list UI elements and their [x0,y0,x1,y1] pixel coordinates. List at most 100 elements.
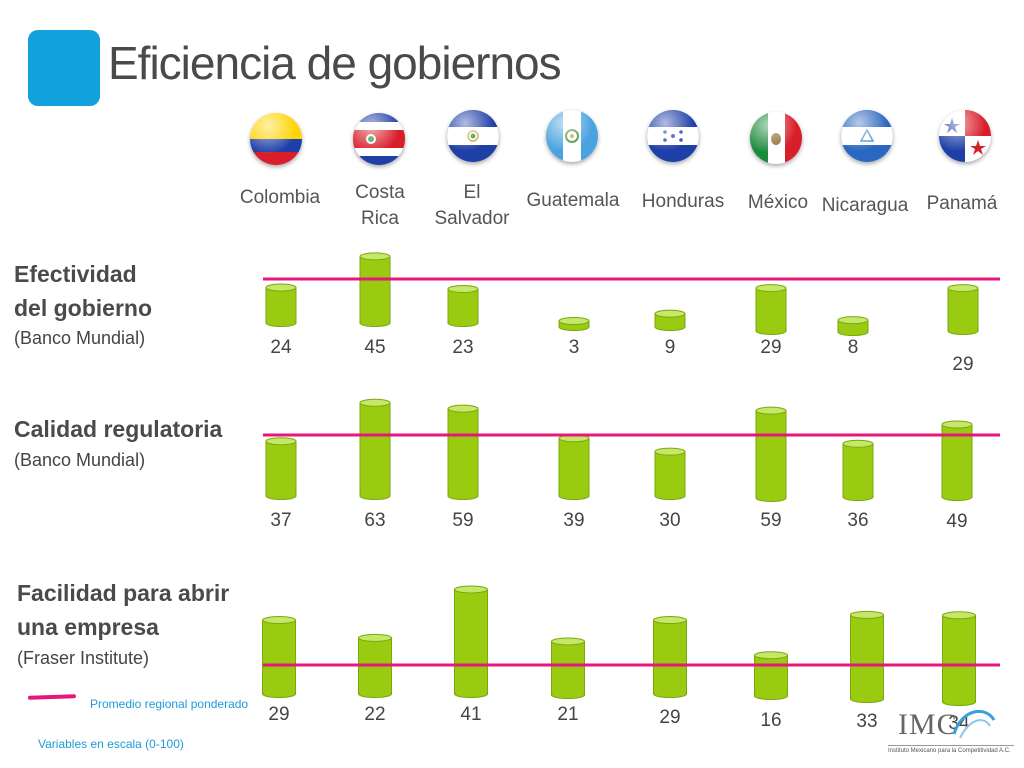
data-label-calidad-panama: 49 [946,511,967,532]
bar-top [842,439,874,448]
section-source-calidad: (Banco Mundial) [14,450,146,470]
bar-fill [757,410,785,498]
costa-rica-flag-icon [353,113,405,165]
bar-fill [949,288,977,331]
bar-fill [943,424,971,497]
bar-top [837,316,869,325]
data-label-efectividad-colombia: 24 [270,337,292,358]
bar-fill [755,655,787,696]
data-label-facilidad-guatemala: 21 [557,704,578,725]
data-label-efectividad-mexico: 29 [760,337,781,358]
bar-top [755,284,787,293]
mexico-flag-icon [750,112,802,164]
bar-fill [361,402,389,496]
data-label-efectividad-guatemala: 3 [569,337,580,358]
data-label-facilidad-mexico: 16 [760,710,781,731]
bar-efectividad-honduras [654,309,686,331]
bar-fill [267,287,295,323]
section-title-efectividad: Efectividad del gobierno [14,261,152,321]
data-label-facilidad-el-salvador: 41 [460,704,481,725]
bar-top [942,611,976,620]
imco-logo: IMC [898,708,958,741]
nicaragua-flag-icon [841,110,893,162]
bar-fill [656,451,684,496]
bar-fill [263,620,295,694]
bar-calidad-nicaragua [842,439,874,501]
bar-calidad-colombia [265,437,297,500]
bar-top [447,284,479,293]
country-label-panama: Panamá [926,193,998,214]
bar-facilidad-mexico [754,651,788,700]
logo-swoosh-icon [952,710,996,739]
bar-top [947,284,979,293]
bar-calidad-mexico [755,406,787,502]
data-label-efectividad-nicaragua: 8 [848,337,859,358]
logo-divider [888,745,1014,746]
bar-facilidad-honduras [653,616,687,698]
page-title: Eficiencia de gobiernos [108,37,562,89]
bar-fill [361,256,389,323]
bar-facilidad-colombia [262,616,296,698]
bar-top [447,404,479,413]
chart-efectividad: 24 45 23 3 9 29 8 29 [263,252,1000,375]
country-label-nicaragua: Nicaragua [821,195,909,216]
bar-efectividad-colombia [265,283,297,327]
data-label-efectividad-honduras: 9 [665,337,676,358]
bar-fill [560,438,588,496]
data-label-calidad-el-salvador: 59 [452,510,473,531]
bar-top [551,637,585,646]
scale-note: Variables en escala (0-100) [38,737,184,751]
data-label-efectividad-panama: 29 [952,354,973,375]
bar-top [358,633,392,642]
bar-top [653,616,687,625]
data-label-facilidad-honduras: 29 [659,707,680,728]
bar-top [265,283,297,292]
data-label-calidad-honduras: 30 [659,510,680,531]
bar-top [941,420,973,429]
bar-efectividad-costa-rica [359,252,391,327]
data-label-efectividad-costa-rica: 45 [364,337,385,358]
bar-fill [654,620,686,694]
bar-top [262,616,296,625]
bar-efectividad-el-salvador [447,284,479,327]
country-label-colombia: Colombia [239,187,321,208]
country-label-honduras: Honduras [641,191,725,212]
guatemala-flag-icon [546,110,598,162]
bar-top [755,406,787,415]
bar-calidad-el-salvador [447,404,479,500]
bar-fill [449,288,477,323]
data-label-calidad-nicaragua: 36 [847,510,868,531]
section-title-facilidad: Facilidad para abrir una empresa [17,580,230,640]
title-accent-square [28,30,100,106]
bar-efectividad-mexico [755,284,787,335]
bar-calidad-guatemala [558,434,590,500]
data-label-calidad-costa-rica: 63 [364,510,385,531]
bar-fill [839,320,867,332]
logo-subtitle: Instituto Mexicano para la Competitivida… [888,748,1011,754]
bar-fill [267,441,295,496]
bar-efectividad-guatemala [558,317,590,331]
bar-facilidad-el-salvador [454,585,488,698]
bar-top [850,610,884,619]
bar-top [558,317,590,325]
section-title-calidad: Calidad regulatoria [14,416,223,442]
bar-top [454,585,488,594]
bar-calidad-costa-rica [359,398,391,500]
bar-top [654,447,686,456]
data-label-facilidad-colombia: 29 [268,704,289,725]
data-label-facilidad-costa-rica: 22 [364,704,385,725]
honduras-flag-icon [647,110,699,162]
data-label-efectividad-el-salvador: 23 [452,337,473,358]
bar-top [359,398,391,407]
country-label-el-salvador: El Salvador [434,182,510,229]
data-label-facilidad-nicaragua: 33 [856,711,877,732]
bar-fill [844,443,872,497]
bar-top [265,437,297,446]
bar-calidad-honduras [654,447,686,500]
data-label-calidad-guatemala: 39 [563,510,584,531]
country-label-mexico: México [747,192,809,213]
data-label-calidad-mexico: 59 [760,510,781,531]
bar-facilidad-nicaragua [850,610,884,703]
bar-facilidad-panama [942,611,976,706]
